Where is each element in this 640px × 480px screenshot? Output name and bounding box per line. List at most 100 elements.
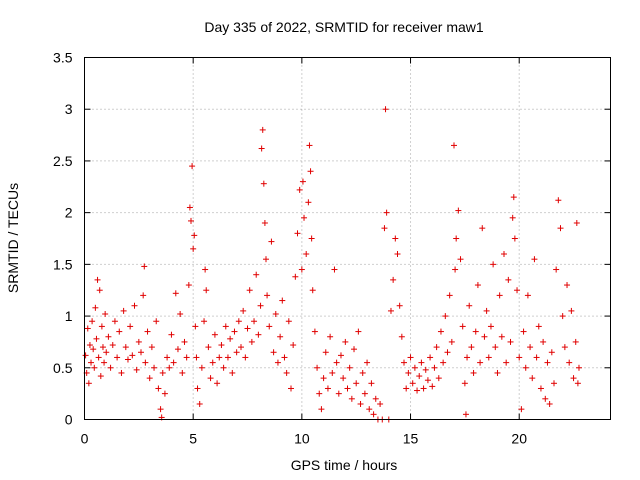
data-point — [177, 311, 184, 318]
data-point — [260, 180, 267, 187]
data-point — [522, 364, 529, 371]
data-point — [94, 276, 101, 283]
data-point — [561, 344, 568, 351]
data-point — [533, 354, 540, 361]
data-point — [231, 328, 238, 335]
data-point — [353, 380, 360, 387]
data-point — [127, 323, 134, 330]
data-point — [307, 168, 314, 175]
data-point — [157, 406, 164, 413]
data-point — [427, 354, 434, 361]
data-point — [116, 328, 123, 335]
grid-lines — [84, 57, 611, 420]
data-point — [203, 287, 210, 294]
data-point — [316, 390, 323, 397]
data-point — [407, 354, 414, 361]
data-point — [218, 342, 225, 349]
data-point — [92, 304, 99, 311]
data-point — [370, 411, 377, 418]
data-point — [146, 375, 153, 382]
axis-ticks: 0 0.5 1 1.5 2 2.5 3 3.5 0 5 10 15 20 — [53, 50, 611, 447]
data-point — [492, 344, 499, 351]
data-point — [153, 318, 160, 325]
data-point — [148, 344, 155, 351]
data-point — [544, 359, 551, 366]
data-point — [446, 292, 453, 299]
data-point — [516, 354, 523, 361]
data-point — [191, 232, 198, 239]
data-point — [82, 352, 89, 359]
data-point — [190, 245, 197, 252]
data-point — [327, 333, 334, 340]
data-point — [140, 292, 147, 299]
data-point — [89, 318, 96, 325]
data-point — [294, 230, 301, 237]
data-point — [257, 302, 264, 309]
data-point — [357, 400, 364, 407]
data-point — [185, 282, 192, 289]
data-point — [342, 338, 349, 345]
data-point — [487, 323, 494, 330]
data-point — [340, 375, 347, 382]
data-point — [308, 235, 315, 242]
data-point — [285, 318, 292, 325]
data-point — [331, 266, 338, 273]
data-point — [387, 307, 394, 314]
data-point — [566, 359, 573, 366]
data-point — [264, 292, 271, 299]
data-point — [168, 331, 175, 338]
data-point — [109, 342, 116, 349]
data-point — [511, 235, 518, 242]
data-point — [170, 359, 177, 366]
data-point — [155, 385, 162, 392]
data-point — [429, 383, 436, 390]
data-point — [305, 199, 312, 206]
data-point — [309, 287, 316, 294]
data-point — [181, 338, 188, 345]
data-point — [84, 325, 91, 332]
data-point — [372, 395, 379, 402]
data-point — [255, 331, 262, 338]
data-point — [368, 380, 375, 387]
data-point — [452, 266, 459, 273]
data-point — [205, 344, 212, 351]
data-point — [390, 276, 397, 283]
data-point — [459, 323, 466, 330]
data-point — [91, 364, 98, 371]
data-point — [102, 311, 109, 318]
data-point — [235, 318, 242, 325]
data-point — [364, 359, 371, 366]
data-point — [96, 287, 103, 294]
data-point — [274, 359, 281, 366]
data-point — [462, 411, 469, 418]
data-point — [479, 225, 486, 232]
data-point — [151, 364, 158, 371]
data-point — [172, 290, 179, 297]
data-point — [166, 364, 173, 371]
data-point — [392, 235, 399, 242]
x-tick-label: 15 — [403, 431, 419, 447]
plot-frame — [84, 57, 611, 420]
data-point — [472, 328, 479, 335]
data-point — [474, 282, 481, 289]
data-point — [382, 106, 389, 113]
data-point — [272, 311, 279, 318]
data-point — [470, 369, 477, 376]
data-point — [496, 292, 503, 299]
data-point — [559, 313, 566, 320]
data-point — [233, 349, 240, 356]
data-point — [99, 344, 106, 351]
data-point — [383, 209, 390, 216]
data-point — [507, 338, 514, 345]
data-point — [188, 217, 195, 224]
data-point — [314, 364, 321, 371]
data-point — [453, 235, 460, 242]
data-point — [222, 323, 229, 330]
x-tick-label: 10 — [294, 431, 310, 447]
data-point — [118, 369, 125, 376]
data-point — [535, 323, 542, 330]
data-point — [500, 251, 507, 258]
data-point — [422, 366, 429, 373]
data-point — [466, 302, 473, 309]
data-point — [248, 338, 255, 345]
